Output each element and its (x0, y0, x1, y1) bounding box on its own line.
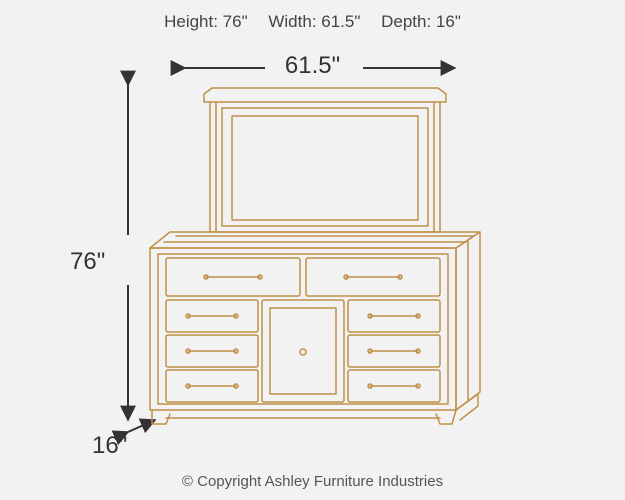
copyright-text: © Copyright Ashley Furniture Industries (0, 473, 625, 490)
furniture-drawing (0, 0, 625, 500)
dimension-diagram: Height: 76" Width: 61.5" Depth: 16" 61.5… (0, 0, 625, 500)
